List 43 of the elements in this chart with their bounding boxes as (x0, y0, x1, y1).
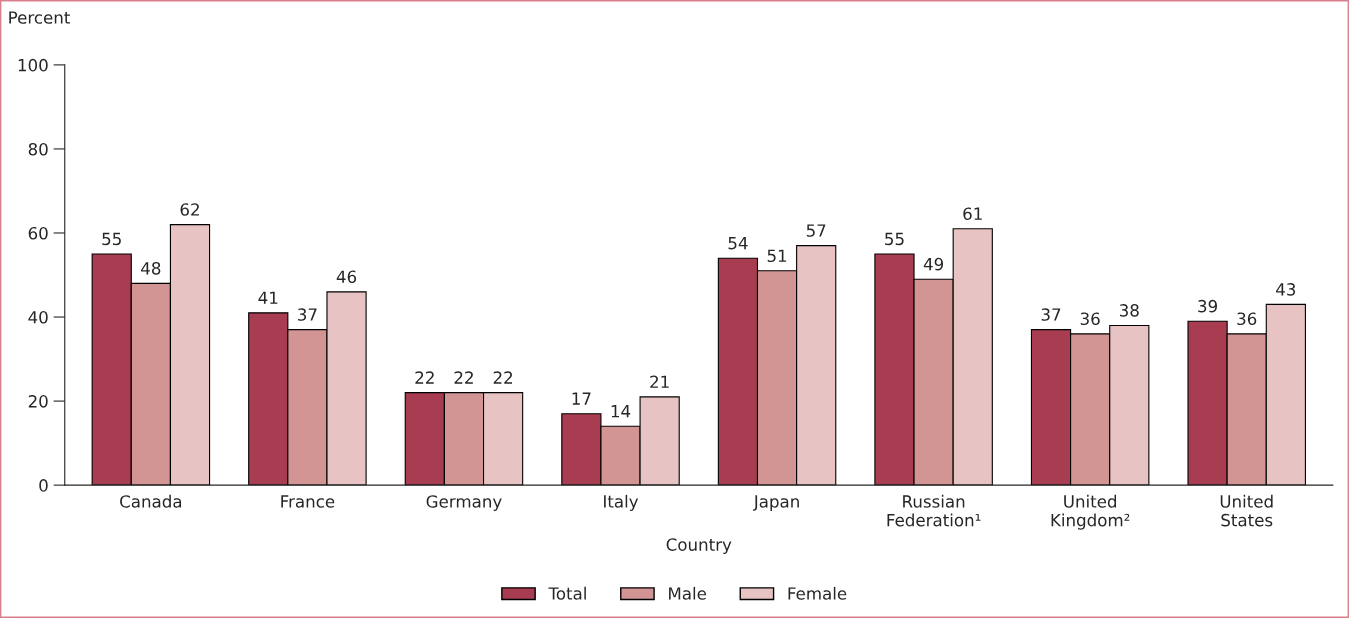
data-label: 36 (1237, 312, 1257, 326)
data-label: 21 (650, 375, 669, 388)
data-label: 57 (806, 224, 826, 237)
data-label: 37 (1041, 308, 1061, 321)
data-label: 54 (728, 237, 748, 250)
data-label: 38 (1119, 304, 1139, 317)
data-label: 22 (493, 371, 513, 384)
x-tick-label: United Kingdom² (1051, 494, 1130, 530)
x-axis-title: Country (666, 538, 732, 555)
x-tick-label: Canada (120, 494, 182, 508)
x-tick-label: Germany (426, 495, 502, 511)
y-tick-label: 0 (39, 479, 48, 492)
legend-label: Female (788, 586, 847, 600)
x-tick-label: Japan (752, 495, 799, 511)
data-label: 61 (963, 207, 982, 220)
x-tick-label: United States (1220, 494, 1273, 527)
data-label: 49 (923, 257, 944, 271)
data-label: 36 (1080, 312, 1100, 326)
data-label: 55 (102, 232, 121, 246)
x-tick-label: France (281, 495, 335, 508)
x-tick-label: Italy (604, 494, 639, 511)
data-label: 62 (180, 203, 199, 216)
data-label: 17 (572, 392, 591, 405)
data-label: 51 (767, 249, 787, 263)
data-label: 39 (1198, 299, 1217, 313)
x-tick-label: Russian Federation¹ (887, 494, 981, 527)
data-label: 22 (415, 371, 434, 384)
data-label: 41 (258, 291, 278, 304)
legend-label: Total (548, 586, 586, 600)
data-label: 46 (336, 270, 357, 284)
data-label: 48 (141, 262, 161, 275)
y-tick-label: 60 (28, 226, 48, 240)
y-tick-label: 80 (28, 142, 48, 156)
y-tick-label: 40 (28, 311, 48, 324)
y-tick-label: 20 (28, 395, 48, 408)
y-tick-label: 100 (18, 58, 48, 72)
data-label: 43 (1276, 283, 1296, 296)
data-label: 22 (454, 371, 473, 384)
y-axis-title: Percent (9, 11, 70, 24)
data-label: 14 (611, 405, 631, 418)
legend-label: Male (669, 586, 707, 600)
data-label: 55 (885, 232, 904, 246)
data-label: 37 (298, 308, 317, 321)
